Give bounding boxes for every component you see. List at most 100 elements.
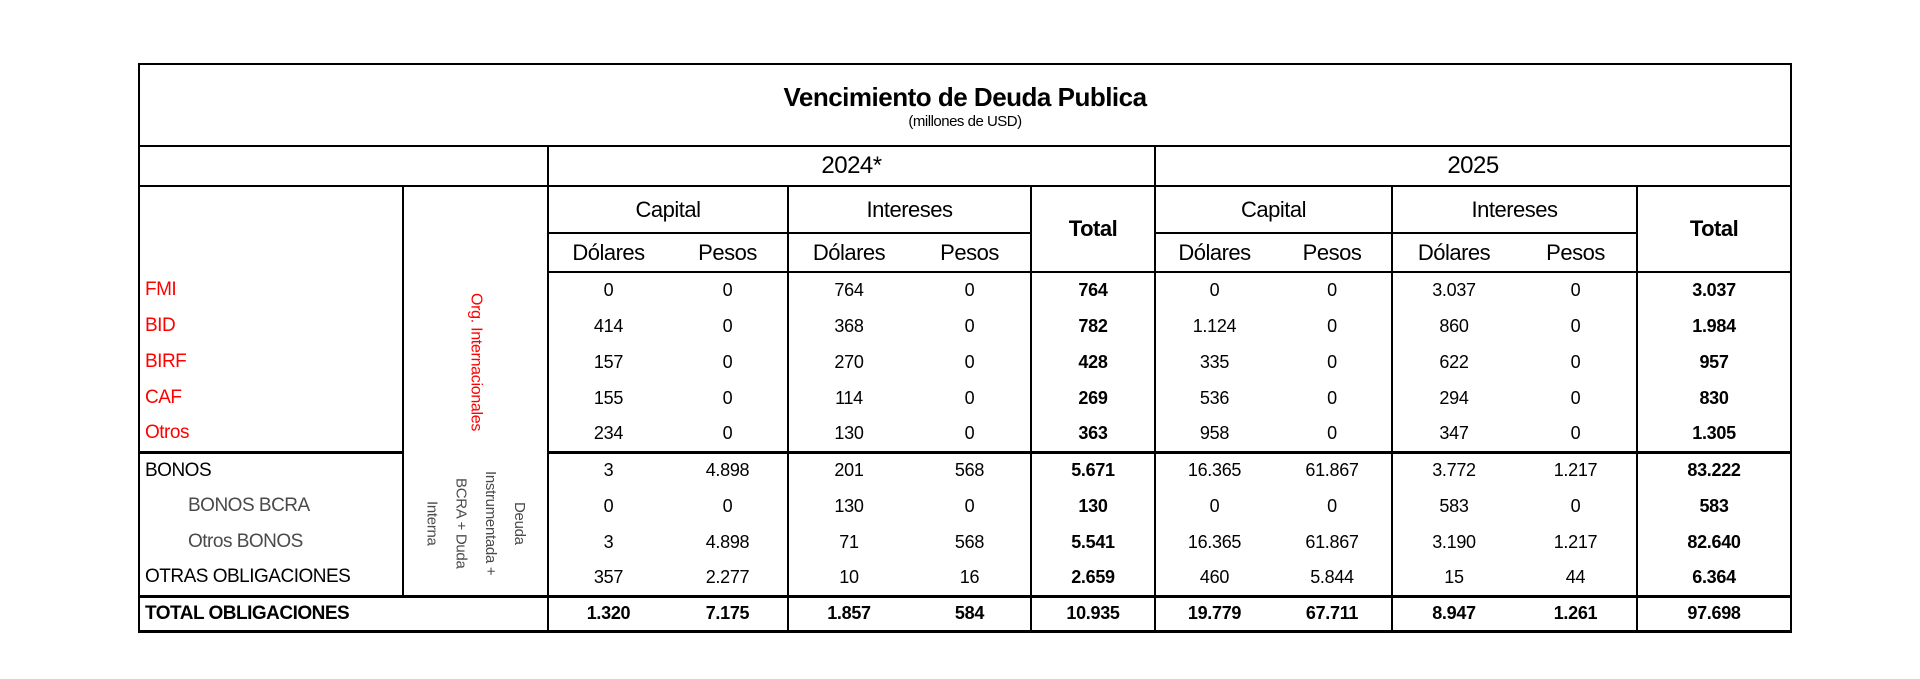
pesos-header: Pesos (1273, 233, 1392, 273)
intereses-header-2024: Intereses (787, 186, 1031, 234)
cell: 414 (547, 308, 668, 344)
cell: 16.365 (1154, 524, 1273, 560)
row-label: BONOS BCRA (188, 495, 310, 516)
cell: 0 (722, 315, 733, 336)
cell: 536 (1154, 380, 1273, 416)
cell: 130 (1030, 488, 1155, 524)
cell: 357 (547, 560, 668, 598)
cell: 860 (1391, 308, 1515, 344)
cell: 16.365 (1154, 452, 1273, 488)
pesos-header: Pesos (1515, 233, 1637, 273)
cell: 0 (1154, 272, 1273, 308)
cell: 270 (787, 344, 909, 380)
cell: 764 (787, 272, 909, 308)
footer-row-label: TOTAL OBLIGACIONES (145, 602, 350, 624)
cell: 0 (1327, 280, 1337, 300)
cell: 0 (1154, 488, 1273, 524)
cell: 15 (1391, 560, 1515, 598)
capital-header-2024: Capital (547, 186, 788, 234)
cell: 622 (1391, 344, 1515, 380)
cell: 0 (1327, 387, 1337, 408)
cell: 0 (964, 351, 975, 372)
cell: 97.698 (1635, 596, 1792, 631)
cell: 363 (1030, 416, 1155, 454)
table-subtitle: (millones de USD) (908, 113, 1022, 130)
cell: 1.261 (1553, 603, 1598, 623)
cell: 0 (547, 272, 668, 308)
cell: 368 (787, 308, 909, 344)
cell: 71 (787, 524, 909, 560)
cell: 1.124 (1154, 308, 1273, 344)
cell: 0 (1327, 351, 1337, 372)
cell: 0 (1570, 495, 1581, 516)
cell: 0 (1570, 351, 1581, 372)
group-side-label-org-internacionales: Org. Internacionales (402, 272, 548, 452)
table-row-bonos-bcra: BONOS BCRA 0 0 130 0 130 0 0 583 0 583 (139, 488, 1792, 524)
cell: 428 (1030, 344, 1155, 380)
cell: 201 (787, 452, 909, 488)
cell: 10 (787, 560, 909, 598)
pesos-header: Pesos (668, 233, 788, 273)
row-label: Otros BONOS (188, 531, 303, 552)
cell: 2.659 (1030, 560, 1155, 598)
cell: 0 (547, 488, 668, 524)
cell: 3 (547, 452, 668, 488)
cell: 0 (722, 495, 733, 516)
table-title-block: Vencimiento de Deuda Publica (millones d… (139, 64, 1792, 147)
corner-label-cell (139, 186, 403, 272)
row-label: BIRF (145, 351, 187, 372)
cell: 0 (1570, 280, 1581, 300)
cell: 347 (1391, 416, 1515, 454)
cell: 19.779 (1154, 596, 1273, 631)
cell: 0 (964, 280, 975, 300)
cell: 5.844 (1273, 560, 1392, 598)
cell: 957 (1635, 344, 1792, 380)
cell: 1.857 (787, 596, 909, 631)
table-row-total-obligaciones: TOTAL OBLIGACIONES 1.320 7.175 1.857 584… (139, 596, 1792, 631)
cell: 583 (1391, 488, 1515, 524)
dolares-header: Dólares (787, 233, 909, 273)
cell: 6.364 (1635, 560, 1792, 598)
cell: 61.867 (1305, 531, 1359, 552)
table-row-bid: BID 414 0 368 0 782 1.124 0 860 0 1.984 (139, 308, 1792, 344)
corner-empty-cell (139, 146, 548, 187)
table-row-caf: CAF 155 0 114 0 269 536 0 294 0 830 (139, 380, 1792, 416)
cell: 0 (909, 416, 1031, 454)
cell: 10.935 (1030, 596, 1155, 631)
cell: 0 (1327, 495, 1337, 516)
cell: 568 (954, 460, 985, 481)
cell: 0 (722, 387, 733, 408)
dolares-header: Dólares (1391, 233, 1515, 273)
cell: 82.640 (1635, 524, 1792, 560)
cell: 3.037 (1391, 272, 1515, 308)
cell: 234 (547, 416, 668, 454)
cell: 4.898 (705, 460, 750, 481)
intereses-header-2025: Intereses (1391, 186, 1637, 234)
cell: 130 (787, 488, 909, 524)
cell: 568 (954, 531, 985, 552)
cell: 44 (1515, 560, 1637, 598)
cell: 1.320 (547, 596, 668, 631)
cell: 0 (1515, 416, 1637, 454)
cell: 782 (1030, 308, 1155, 344)
row-label: BID (145, 315, 176, 336)
pesos-header: Pesos (909, 233, 1031, 273)
cell: 1.984 (1635, 308, 1792, 344)
cell: 16 (909, 560, 1031, 598)
cell: 0 (668, 416, 788, 454)
cell: 155 (547, 380, 668, 416)
cell: 584 (954, 603, 985, 623)
row-label: CAF (145, 387, 182, 408)
cell: 1.217 (1553, 531, 1598, 552)
cell: 269 (1030, 380, 1155, 416)
cell: 1.305 (1635, 416, 1792, 454)
total-header-2025: Total (1635, 186, 1792, 273)
cell: 0 (964, 387, 975, 408)
row-label: Otros (139, 416, 403, 454)
year-header-2024: 2024* (547, 146, 1155, 187)
total-header-2024: Total (1030, 186, 1155, 273)
group-side-label-deuda-interna: Deuda Instrumentada + BCRA + Duda Intern… (402, 452, 548, 598)
cell: 3 (547, 524, 668, 560)
cell: 1.217 (1553, 460, 1598, 481)
row-label: FMI (145, 279, 177, 300)
